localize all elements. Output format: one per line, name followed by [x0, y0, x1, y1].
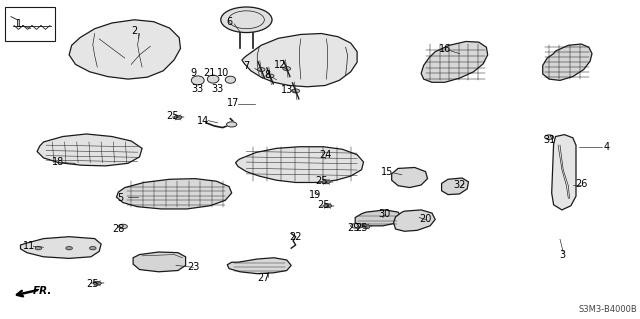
- Ellipse shape: [351, 223, 364, 228]
- Text: 3: 3: [559, 249, 565, 260]
- Text: 23: 23: [187, 262, 200, 272]
- Text: 11: 11: [22, 241, 35, 251]
- Polygon shape: [116, 179, 232, 209]
- Text: 27: 27: [257, 272, 270, 283]
- Text: 25: 25: [86, 279, 99, 289]
- Polygon shape: [227, 258, 291, 274]
- Text: 25: 25: [315, 176, 328, 186]
- Text: S3M3-B4000B: S3M3-B4000B: [578, 305, 637, 314]
- Text: 22: 22: [289, 232, 302, 242]
- Text: 29: 29: [347, 223, 360, 233]
- Polygon shape: [442, 178, 468, 195]
- Polygon shape: [355, 210, 402, 226]
- Text: 25: 25: [166, 111, 179, 122]
- Text: 32: 32: [453, 180, 466, 190]
- Circle shape: [266, 74, 274, 78]
- Text: 8: 8: [264, 70, 271, 80]
- Circle shape: [66, 247, 72, 250]
- Text: 28: 28: [112, 224, 125, 234]
- Text: 16: 16: [438, 44, 451, 55]
- Polygon shape: [236, 147, 364, 182]
- Text: 14: 14: [197, 115, 210, 126]
- Ellipse shape: [225, 76, 236, 83]
- Circle shape: [257, 68, 265, 71]
- Circle shape: [283, 67, 291, 70]
- Text: 2: 2: [131, 26, 138, 36]
- Text: 31: 31: [543, 135, 556, 145]
- Text: FR.: FR.: [33, 286, 52, 296]
- Text: 26: 26: [575, 179, 588, 189]
- Text: 4: 4: [604, 142, 610, 152]
- Circle shape: [323, 180, 330, 184]
- Polygon shape: [394, 210, 435, 231]
- Circle shape: [292, 89, 300, 93]
- Circle shape: [118, 224, 127, 229]
- Circle shape: [324, 204, 332, 208]
- Text: 5: 5: [117, 193, 124, 203]
- Polygon shape: [20, 237, 101, 258]
- Text: 10: 10: [216, 68, 229, 78]
- Polygon shape: [543, 44, 592, 80]
- Circle shape: [174, 115, 182, 119]
- Text: 20: 20: [419, 213, 432, 224]
- Text: 30: 30: [378, 209, 390, 219]
- Polygon shape: [242, 33, 357, 87]
- Text: 19: 19: [308, 189, 321, 200]
- Text: 21: 21: [204, 68, 216, 78]
- Circle shape: [90, 247, 96, 250]
- Circle shape: [227, 122, 237, 127]
- Text: 17: 17: [227, 98, 240, 108]
- Polygon shape: [552, 135, 576, 210]
- Text: 12: 12: [274, 60, 287, 70]
- Text: 24: 24: [319, 150, 332, 160]
- Text: 25: 25: [317, 200, 330, 210]
- Circle shape: [545, 135, 554, 139]
- Polygon shape: [133, 252, 186, 272]
- Ellipse shape: [191, 76, 204, 85]
- Text: 25: 25: [355, 223, 368, 233]
- Text: 1: 1: [16, 19, 22, 29]
- Polygon shape: [69, 20, 180, 79]
- Text: 9: 9: [190, 68, 196, 78]
- Bar: [5, 7, 55, 41]
- Text: 6: 6: [226, 17, 232, 27]
- Text: 13: 13: [280, 85, 293, 95]
- Text: 18: 18: [51, 157, 64, 167]
- Polygon shape: [37, 134, 142, 166]
- Text: 15: 15: [381, 167, 394, 177]
- Circle shape: [35, 247, 42, 250]
- Polygon shape: [421, 41, 488, 82]
- Text: 7: 7: [243, 61, 250, 71]
- Text: 33: 33: [211, 84, 224, 94]
- Circle shape: [221, 7, 272, 33]
- Text: 33: 33: [191, 84, 204, 94]
- Circle shape: [362, 225, 370, 228]
- Ellipse shape: [207, 75, 219, 83]
- Polygon shape: [392, 167, 428, 188]
- Circle shape: [93, 281, 101, 285]
